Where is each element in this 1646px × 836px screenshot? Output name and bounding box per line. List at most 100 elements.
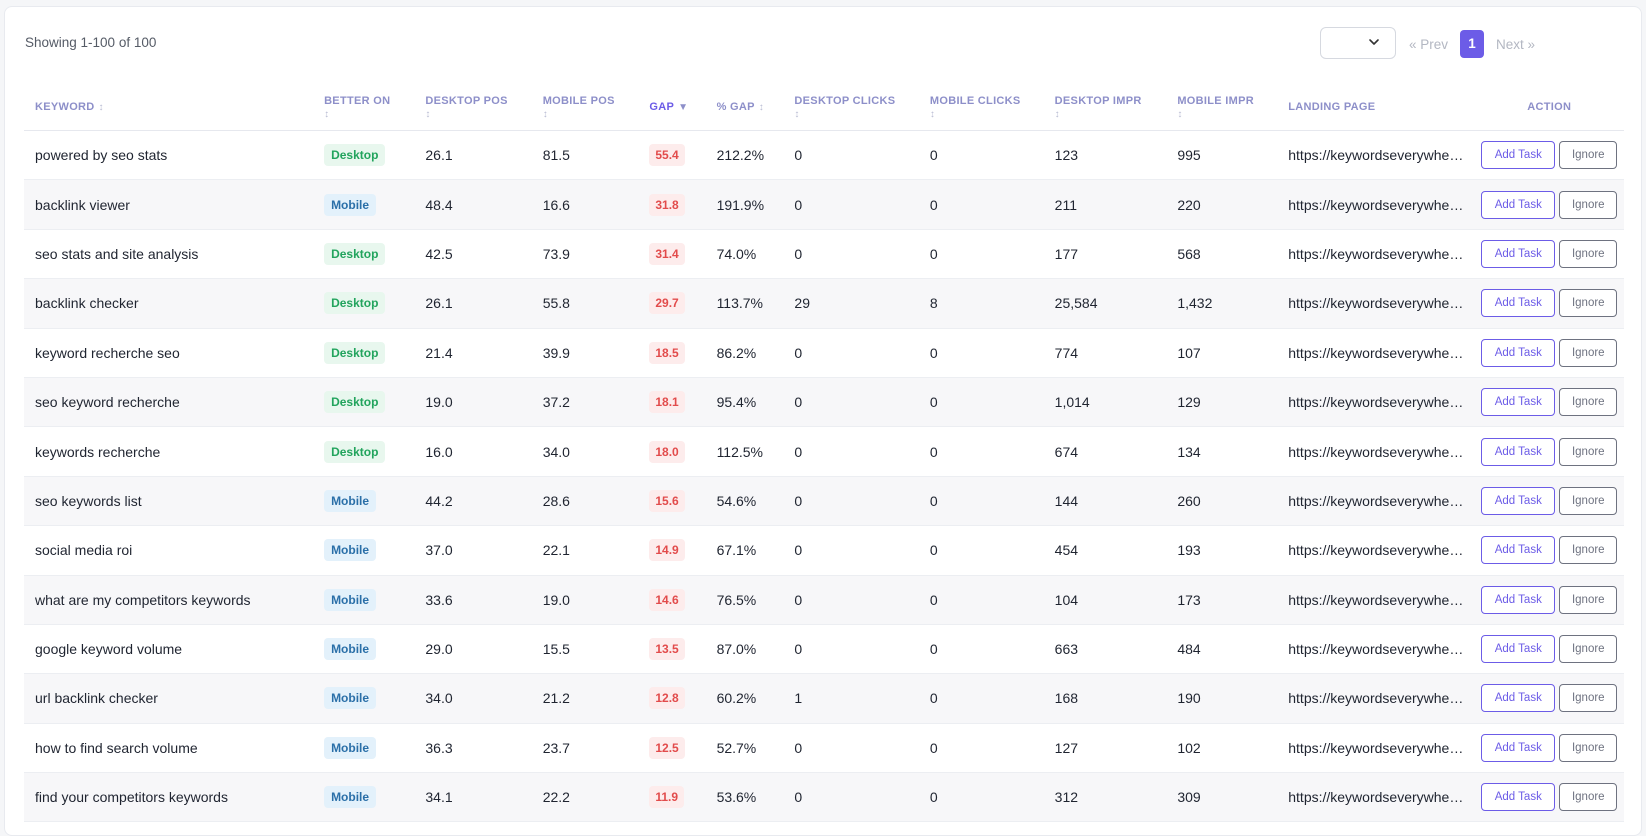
add-task-button[interactable]: Add Task: [1481, 437, 1556, 466]
ignore-button[interactable]: Ignore: [1559, 388, 1618, 417]
mobile-impr-cell: 193: [1166, 525, 1278, 576]
gap-cell: 14.6: [638, 575, 706, 625]
column-header-desktop-impr[interactable]: DESKTOP IMPR ↕: [1043, 84, 1167, 131]
better-on-badge: Desktop: [324, 242, 386, 265]
current-page-button[interactable]: 1: [1460, 30, 1485, 58]
column-header-desktop-clicks[interactable]: DESKTOP CLICKS ↕: [783, 84, 919, 131]
mobile-pos-cell: 15.5: [531, 624, 639, 675]
add-task-button[interactable]: Add Task: [1481, 388, 1556, 417]
add-task-button[interactable]: Add Task: [1481, 239, 1556, 268]
desktop-pos-cell: 34.0: [414, 673, 532, 724]
landing-page-link[interactable]: https://keywordseverywhere.com/: [1277, 476, 1475, 527]
ignore-button[interactable]: Ignore: [1559, 536, 1618, 565]
add-task-button[interactable]: Add Task: [1481, 585, 1556, 614]
add-task-button[interactable]: Add Task: [1481, 289, 1556, 318]
better-on-badge: Mobile: [324, 588, 377, 611]
better-on-cell: Mobile: [313, 476, 415, 527]
landing-page-link[interactable]: https://keywordseverywhere.com/: [1277, 673, 1475, 724]
per-page-select[interactable]: [1320, 27, 1396, 59]
landing-page-link[interactable]: https://keywordseverywhere.com/: [1277, 328, 1475, 378]
ignore-button[interactable]: Ignore: [1559, 733, 1618, 762]
landing-page-link[interactable]: https://keywordseverywhere.com/: [1277, 426, 1475, 477]
column-header-pct-gap[interactable]: % GAP ↕: [705, 84, 784, 131]
mobile-impr-cell: 309: [1166, 772, 1278, 823]
table-row: backlink checker Desktop 26.1 55.8 29.7 …: [24, 278, 1624, 329]
column-header-mobile-impr[interactable]: MOBILE IMPR ↕: [1166, 84, 1278, 131]
add-task-button[interactable]: Add Task: [1481, 783, 1556, 812]
chevron-down-icon: [1369, 39, 1379, 45]
pct-gap-cell: 87.0%: [705, 624, 784, 675]
mobile-pos-cell: 23.7: [531, 723, 639, 774]
mobile-pos-cell: 81.5: [531, 130, 639, 181]
ignore-button[interactable]: Ignore: [1559, 635, 1618, 664]
landing-page-link[interactable]: https://keywordseverywhere.com/: [1277, 377, 1475, 428]
landing-page-link[interactable]: https://keywordseverywhere.com/: [1277, 723, 1475, 774]
add-task-button[interactable]: Add Task: [1481, 486, 1556, 515]
sort-icon: ↕: [1054, 108, 1060, 120]
desktop-impr-cell: 144: [1043, 476, 1167, 527]
ignore-button[interactable]: Ignore: [1559, 437, 1618, 466]
column-header-keyword[interactable]: KEYWORD ↕: [24, 84, 314, 131]
add-task-button[interactable]: Add Task: [1481, 733, 1556, 762]
table-row: url backlink checker Mobile 34.0 21.2 12…: [24, 673, 1624, 724]
mobile-pos-cell: 16.6: [531, 179, 639, 230]
add-task-button[interactable]: Add Task: [1481, 635, 1556, 664]
ignore-button[interactable]: Ignore: [1559, 190, 1618, 219]
better-on-badge: Mobile: [324, 687, 377, 710]
ignore-button[interactable]: Ignore: [1559, 338, 1618, 367]
landing-page-link[interactable]: https://keywordseverywhere.com/: [1277, 624, 1475, 675]
gap-badge: 31.4: [649, 242, 685, 265]
column-header-desktop-pos[interactable]: DESKTOP POS ↕: [414, 84, 532, 131]
add-task-button[interactable]: Add Task: [1481, 141, 1556, 170]
gap-cell: 18.5: [638, 328, 706, 378]
ignore-button[interactable]: Ignore: [1559, 486, 1618, 515]
mobile-pos-cell: 39.9: [531, 328, 639, 378]
better-on-cell: Mobile: [313, 723, 415, 774]
ignore-button[interactable]: Ignore: [1559, 289, 1618, 318]
landing-page-link[interactable]: https://keywordseverywhere.com/: [1277, 278, 1475, 329]
next-page-link[interactable]: Next »: [1496, 36, 1536, 52]
action-cell: Add Task Ignore: [1474, 328, 1624, 378]
add-task-button[interactable]: Add Task: [1481, 190, 1556, 219]
mobile-pos-cell: 22.2: [531, 772, 639, 823]
column-header-gap[interactable]: GAP ▼: [638, 84, 706, 131]
landing-page-link[interactable]: https://keywordseverywhere.com/: [1277, 130, 1475, 181]
mobile-clicks-cell: 0: [918, 772, 1044, 823]
mobile-clicks-cell: 0: [918, 624, 1044, 675]
gap-badge: 12.5: [649, 736, 685, 759]
better-on-cell: Desktop: [313, 377, 415, 428]
ignore-button[interactable]: Ignore: [1559, 141, 1618, 170]
gap-cell: 18.0: [638, 426, 706, 477]
landing-page-link[interactable]: https://keywordseverywhere.com/: [1277, 575, 1475, 625]
ignore-button[interactable]: Ignore: [1559, 585, 1618, 614]
ignore-button[interactable]: Ignore: [1559, 684, 1618, 713]
gap-badge: 31.8: [649, 193, 685, 216]
table-row: google keyword volume Mobile 29.0 15.5 1…: [24, 624, 1624, 675]
gap-badge: 13.5: [649, 638, 685, 661]
column-header-mobile-clicks[interactable]: MOBILE CLICKS ↕: [918, 84, 1044, 131]
keyword-cell: backlink checker: [24, 278, 314, 329]
better-on-badge: Desktop: [324, 391, 386, 414]
mobile-impr-cell: 568: [1166, 229, 1278, 280]
pct-gap-cell: 113.7%: [705, 278, 784, 329]
landing-page-link[interactable]: https://keywordseverywhere.com/: [1277, 179, 1475, 230]
mobile-clicks-cell: 0: [918, 229, 1044, 280]
column-header-better-on[interactable]: BETTER ON ↕: [313, 84, 415, 131]
prev-page-link[interactable]: « Prev: [1409, 36, 1449, 52]
ignore-button[interactable]: Ignore: [1559, 239, 1618, 268]
sort-icon: ↕: [98, 102, 104, 113]
mobile-pos-cell: 22.1: [531, 525, 639, 576]
landing-page-link[interactable]: https://keywordseverywhere.com/: [1277, 229, 1475, 280]
desktop-pos-cell: 44.2: [414, 476, 532, 527]
add-task-button[interactable]: Add Task: [1481, 338, 1556, 367]
add-task-button[interactable]: Add Task: [1481, 536, 1556, 565]
add-task-button[interactable]: Add Task: [1481, 684, 1556, 713]
landing-page-link[interactable]: https://keywordseverywhere.com/: [1277, 772, 1475, 823]
mobile-impr-cell: 220: [1166, 179, 1278, 230]
ignore-button[interactable]: Ignore: [1559, 783, 1618, 812]
landing-page-link[interactable]: https://keywordseverywhere.com/: [1277, 525, 1475, 576]
column-header-mobile-pos[interactable]: MOBILE POS ↕: [531, 84, 639, 131]
better-on-badge: Mobile: [324, 638, 377, 661]
pct-gap-cell: 191.9%: [705, 179, 784, 230]
table-row: how to find search volume Mobile 36.3 23…: [24, 723, 1624, 774]
